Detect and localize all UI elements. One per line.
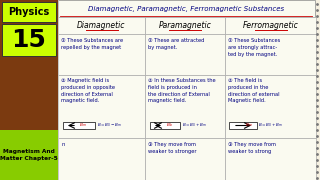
Text: Physics: Physics — [8, 7, 50, 17]
Text: n: n — [61, 142, 64, 147]
Bar — [58, 138, 145, 180]
Text: Ferromagnetic: Ferromagnetic — [243, 21, 299, 30]
Text: Diamagnetic, Paramagnetic, Ferromagnetic Substances: Diamagnetic, Paramagnetic, Ferromagnetic… — [88, 5, 284, 12]
Bar — [145, 34, 225, 75]
Text: $B_m$: $B_m$ — [79, 122, 87, 129]
Text: ② In these Substances the
field is produced in
the direction of External
magneti: ② In these Substances the field is produ… — [148, 78, 216, 103]
Text: ③ They move from
weaker to stronger: ③ They move from weaker to stronger — [148, 142, 196, 154]
Text: $B_b$: $B_b$ — [166, 122, 173, 129]
Text: 15: 15 — [12, 28, 46, 52]
Text: $B=B_0+B_m$: $B=B_0+B_m$ — [258, 122, 283, 129]
Bar — [145, 17, 225, 34]
Text: $B=B_0+B_m$: $B=B_0+B_m$ — [182, 122, 207, 129]
Bar — [225, 138, 316, 180]
Bar — [0, 130, 58, 180]
Bar — [225, 34, 316, 75]
Text: Magnetism And
Matter Chapter-5: Magnetism And Matter Chapter-5 — [0, 149, 58, 161]
Bar — [58, 17, 145, 34]
Text: $B=B_0-B_m$: $B=B_0-B_m$ — [97, 122, 122, 129]
Text: ① These are attracted
by magnet.: ① These are attracted by magnet. — [148, 38, 204, 50]
Text: ① These Substances
are strongly attrac-
ted by the magnet.: ① These Substances are strongly attrac- … — [228, 38, 280, 57]
Bar — [0, 0, 58, 180]
Text: Diamagnetic: Diamagnetic — [77, 21, 126, 30]
Bar — [58, 34, 145, 75]
Bar — [225, 17, 316, 34]
Text: $B_m$: $B_m$ — [245, 122, 253, 129]
Bar — [58, 0, 320, 180]
Text: ① These Substances are
repelled by the magnet: ① These Substances are repelled by the m… — [61, 38, 123, 50]
Bar — [58, 75, 145, 138]
Bar — [225, 75, 316, 138]
Bar — [2, 2, 56, 22]
Text: ② Magnetic field is
produced in opposite
direction of External
magnetic field.: ② Magnetic field is produced in opposite… — [61, 78, 115, 103]
Bar — [145, 75, 225, 138]
Bar — [229, 122, 257, 129]
Bar — [58, 0, 315, 17]
Bar — [63, 122, 95, 129]
Text: Paramagnetic: Paramagnetic — [159, 21, 212, 30]
Text: ② The field is
produced in the
direction of external
Magnetic field.: ② The field is produced in the direction… — [228, 78, 280, 103]
Text: ③ They move from
weaker to strong: ③ They move from weaker to strong — [228, 142, 276, 154]
Bar — [2, 24, 56, 56]
Bar — [150, 122, 180, 129]
Bar — [145, 138, 225, 180]
